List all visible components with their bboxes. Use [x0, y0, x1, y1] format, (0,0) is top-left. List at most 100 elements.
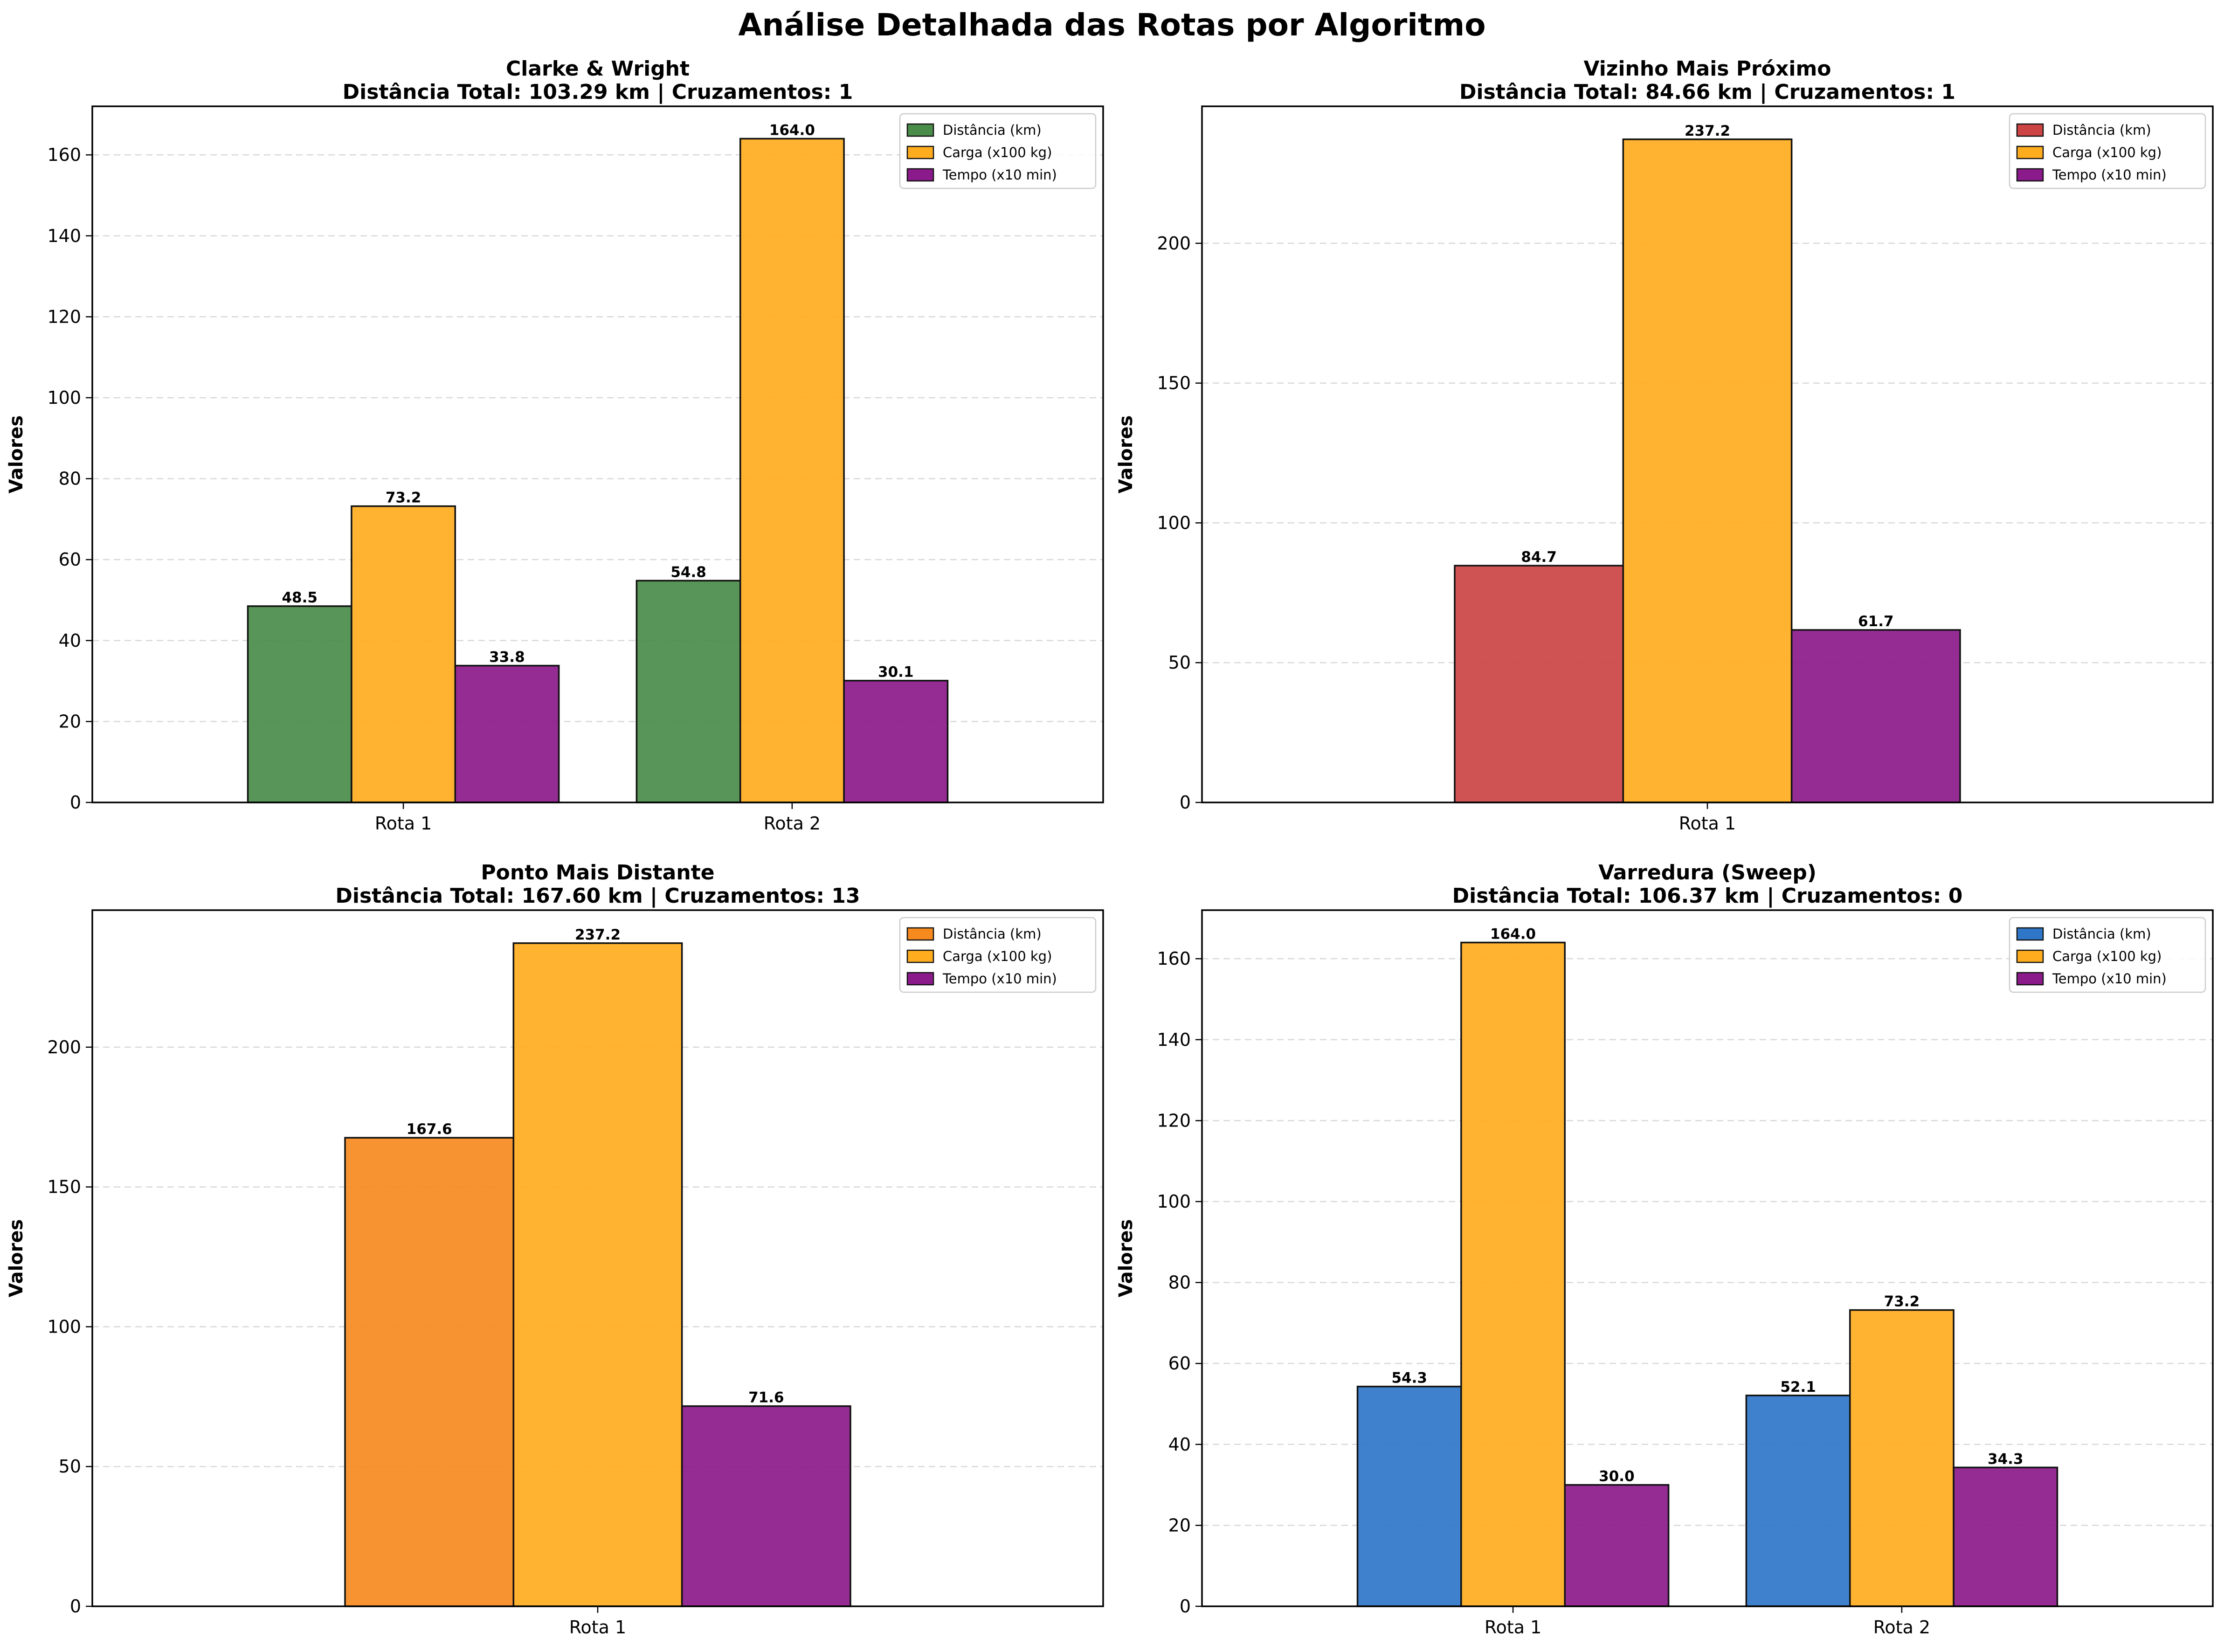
legend-box: [2009, 917, 2206, 993]
legend-label: Distância (km): [2052, 926, 2151, 942]
y-tick-label: 200: [47, 1037, 81, 1058]
axes-frame: [1201, 105, 2214, 803]
x-tick-label: Rota 2: [1873, 1617, 1930, 1638]
bar-carga-x100-kg-rota-2: [739, 138, 845, 803]
legend-box: [2009, 113, 2206, 189]
y-tick-label: 0: [70, 1596, 81, 1617]
y-tick-label: 80: [59, 469, 81, 489]
data-label: 30.0: [1599, 1468, 1635, 1485]
legend-label: Tempo (x10 min): [2052, 971, 2167, 987]
y-tick-label: 0: [1180, 792, 1191, 813]
y-tick-label: 60: [59, 549, 81, 570]
legend-label: Distância (km): [943, 926, 1042, 942]
y-tick-label: 160: [47, 145, 81, 165]
y-axis-label: Valores: [1115, 1219, 1137, 1298]
bar-distancia-km-rota-1: [1454, 565, 1624, 803]
bar-carga-x100-kg-rota-1: [1460, 941, 1566, 1607]
legend-swatch: [906, 145, 934, 159]
data-label: 237.2: [575, 926, 621, 943]
bar-tempo-x10-min-rota-1: [681, 1405, 851, 1607]
panel-title: Clarke & Wright: [506, 57, 690, 81]
bar-distancia-km-rota-1: [1356, 1385, 1462, 1607]
panel-title: Ponto Mais Distante: [481, 861, 714, 885]
bar-tempo-x10-min-rota-1: [1790, 629, 1961, 803]
data-label: 73.2: [386, 490, 421, 506]
legend-swatch: [906, 972, 934, 986]
y-axis-label: Valores: [6, 415, 27, 494]
bar-carga-x100-kg-rota-1: [512, 942, 683, 1607]
y-tick-label: 20: [59, 711, 81, 732]
panel-subtitle: Distância Total: 103.29 km | Cruzamentos…: [343, 80, 853, 104]
y-tick-label: 100: [47, 1316, 81, 1337]
y-tick-label: 100: [1157, 512, 1191, 533]
legend-swatch: [2016, 972, 2044, 986]
y-tick-label: 140: [47, 226, 81, 246]
y-tick-label: 20: [1168, 1515, 1191, 1535]
legend-label: Carga (x100 kg): [943, 948, 1052, 964]
axes-frame: [91, 105, 1104, 803]
data-label: 33.8: [489, 649, 525, 666]
legend-box: [899, 917, 1097, 993]
panel-subtitle: Distância Total: 84.66 km | Cruzamentos:…: [1459, 80, 1955, 104]
legend-swatch: [906, 168, 934, 182]
y-tick-label: 40: [1168, 1434, 1191, 1455]
data-label: 164.0: [1490, 926, 1536, 942]
legend-label: Distância (km): [2052, 122, 2151, 138]
data-label: 48.5: [282, 589, 318, 606]
data-label: 71.6: [748, 1389, 784, 1406]
bar-carga-x100-kg-rota-1: [1622, 138, 1793, 803]
data-label: 54.3: [1391, 1370, 1427, 1387]
panel-title: Vizinho Mais Próximo: [1583, 57, 1831, 81]
y-tick-label: 120: [1157, 1110, 1191, 1131]
data-label: 167.6: [407, 1121, 452, 1138]
axes-frame: [91, 909, 1104, 1607]
y-tick-label: 150: [1157, 373, 1191, 394]
data-label: 84.7: [1521, 549, 1557, 566]
y-tick-label: 0: [1180, 1596, 1191, 1617]
bar-carga-x100-kg-rota-1: [351, 505, 456, 803]
legend-label: Carga (x100 kg): [2052, 145, 2162, 160]
y-tick-label: 0: [70, 792, 81, 813]
legend-swatch: [906, 949, 934, 963]
bar-tempo-x10-min-rota-2: [1953, 1466, 2058, 1607]
data-label: 237.2: [1685, 123, 1730, 139]
x-tick-label: Rota 1: [1485, 1617, 1541, 1638]
bar-tempo-x10-min-rota-2: [843, 679, 949, 803]
bar-tempo-x10-min-rota-1: [1564, 1484, 1670, 1607]
y-tick-label: 60: [1168, 1353, 1191, 1374]
x-tick-label: Rota 2: [764, 813, 821, 834]
y-tick-label: 100: [47, 387, 81, 408]
axes-frame: [1201, 909, 2214, 1607]
y-tick-label: 150: [47, 1177, 81, 1197]
y-tick-label: 200: [1157, 233, 1191, 254]
y-tick-label: 160: [1157, 948, 1191, 969]
legend-swatch: [2016, 949, 2044, 963]
bar-tempo-x10-min-rota-1: [454, 664, 560, 803]
figure-title: Análise Detalhada das Rotas por Algoritm…: [738, 7, 1486, 43]
data-label: 52.1: [1780, 1379, 1816, 1396]
panel-title: Varredura (Sweep): [1598, 861, 1816, 885]
data-label: 54.8: [670, 564, 706, 581]
legend-swatch: [906, 927, 934, 941]
legend-swatch: [2016, 145, 2044, 159]
y-tick-label: 40: [59, 630, 81, 651]
y-tick-label: 100: [1157, 1191, 1191, 1212]
data-label: 30.1: [878, 664, 914, 681]
legend-label: Tempo (x10 min): [2052, 167, 2167, 183]
y-tick-label: 140: [1157, 1030, 1191, 1050]
bar-distancia-km-rota-2: [635, 580, 741, 803]
bar-carga-x100-kg-rota-2: [1849, 1309, 1955, 1607]
panel-subtitle: Distância Total: 106.37 km | Cruzamentos…: [1452, 884, 1963, 908]
data-label: 164.0: [769, 122, 815, 138]
y-axis-label: Valores: [6, 1219, 27, 1298]
bar-distancia-km-rota-2: [1745, 1395, 1851, 1607]
legend-swatch: [2016, 123, 2044, 137]
legend-label: Tempo (x10 min): [942, 971, 1057, 987]
data-label: 34.3: [1988, 1451, 2024, 1467]
bar-distancia-km-rota-1: [247, 605, 352, 803]
y-axis-label: Valores: [1115, 415, 1137, 494]
